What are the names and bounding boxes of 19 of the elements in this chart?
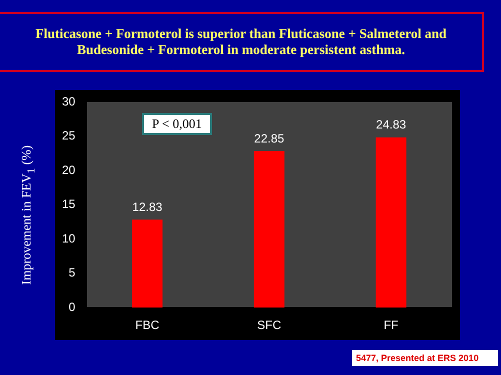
x-tick-label: SFC	[257, 318, 282, 332]
y-tick-label: 20	[62, 162, 76, 177]
chart-title: Fluticasone + Formoterol is superior than Fluticasone + Salmeterol and Budesonide + Formoterol in moderate persistent asthma.	[0, 12, 484, 72]
x-tick-label: FF	[384, 318, 398, 332]
data-label: 24.83	[376, 118, 406, 132]
y-tick-label: 15	[62, 197, 76, 212]
text: 5477, Presented at ERS 2010	[352, 350, 498, 366]
annotation: P < 0,001	[142, 113, 212, 135]
bar	[376, 137, 406, 308]
data-label: 12.83	[132, 200, 163, 214]
bar	[254, 151, 284, 308]
bar	[132, 220, 163, 308]
y-tick-label: 25	[62, 128, 76, 143]
y-tick-label: 0	[68, 300, 76, 314]
x-tick-label: FBC	[135, 318, 160, 332]
y-tick-label: 30	[62, 94, 76, 108]
y-tick-label: 10	[62, 231, 76, 246]
y-tick-label: 5	[68, 266, 76, 280]
data-label: 22.85	[254, 131, 285, 146]
